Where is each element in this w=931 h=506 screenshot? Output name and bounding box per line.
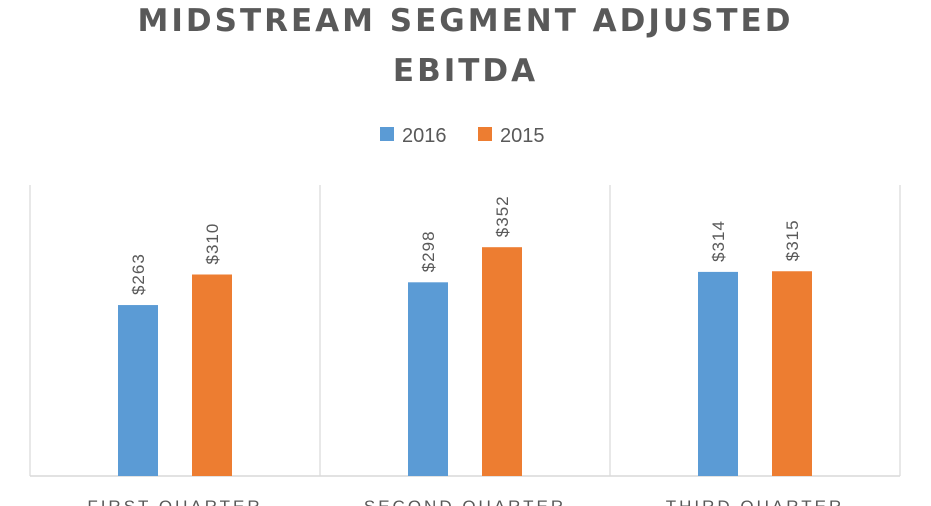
data-label-2015-1: $310 [203, 223, 222, 265]
category-dividers [29, 185, 901, 476]
data-label-2016-1: $263 [129, 253, 148, 295]
bar-2015-1 [192, 274, 232, 476]
legend-swatch-2015 [478, 127, 492, 141]
data-label-2016-2: $298 [419, 230, 438, 272]
bar-2016-1 [118, 305, 158, 476]
legend-label-2015: 2015 [500, 125, 545, 147]
bar-2015-2 [482, 247, 522, 476]
legend-label-2016: 2016 [402, 125, 447, 147]
category-labels: FIRST QUARTER SECOND QUARTER THIRD QUARTER [87, 497, 844, 506]
legend-swatch-2016 [380, 127, 394, 141]
chart-title-line-2: EBITDA [392, 53, 539, 89]
data-label-2015-2: $352 [493, 195, 512, 237]
bar-2016-3 [698, 271, 738, 476]
chart-title-line-1: MIDSTREAM SEGMENT ADJUSTED [137, 3, 794, 39]
data-label-2015-3: $315 [783, 219, 802, 261]
chart-bars [118, 247, 812, 476]
chart-data-labels: $263 $310 $298 $352 $314 $315 [129, 195, 802, 295]
bar-2015-3 [772, 271, 812, 476]
bar-2016-2 [408, 282, 448, 476]
category-label-2: SECOND QUARTER [364, 497, 566, 506]
data-label-2016-3: $314 [709, 220, 728, 262]
chart-legend: 2016 2015 [380, 125, 545, 147]
category-label-3: THIRD QUARTER [666, 497, 844, 506]
category-label-1: FIRST QUARTER [87, 497, 262, 506]
